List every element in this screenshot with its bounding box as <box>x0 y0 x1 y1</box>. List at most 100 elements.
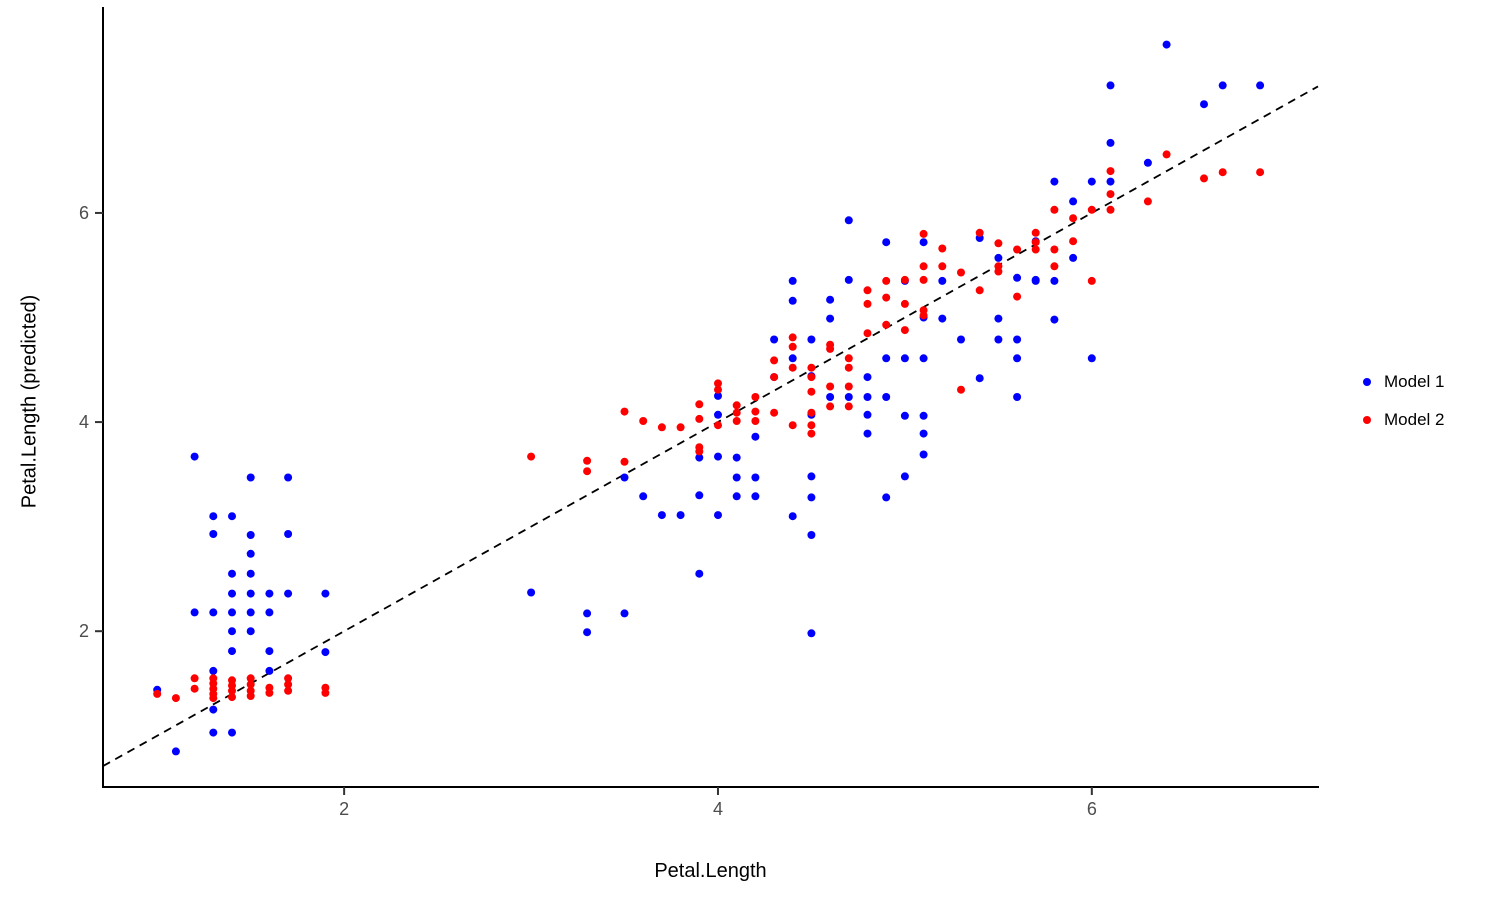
data-point-model-1 <box>321 648 330 657</box>
data-point-model-1 <box>620 609 629 618</box>
data-point-model-2 <box>1106 190 1115 199</box>
data-point-model-2 <box>863 329 872 338</box>
data-point-model-2 <box>714 379 722 388</box>
data-point-model-2 <box>844 354 853 363</box>
data-point-model-2 <box>1031 245 1040 254</box>
data-point-model-1 <box>228 608 236 617</box>
data-point-model-1 <box>695 453 704 462</box>
data-point-model-2 <box>695 414 704 423</box>
data-point-model-2 <box>751 417 760 425</box>
data-point-model-1 <box>246 549 255 558</box>
x-axis-tick-label: 4 <box>713 799 723 819</box>
y-axis-tick-label: 4 <box>79 412 89 432</box>
data-point-model-1 <box>975 374 984 383</box>
data-point-model-1 <box>1069 253 1078 262</box>
data-point-model-2 <box>788 342 797 351</box>
data-point-model-2 <box>732 401 741 410</box>
data-point-model-1 <box>228 512 236 521</box>
data-point-model-1 <box>1069 197 1078 206</box>
data-point-model-2 <box>807 408 816 417</box>
data-point-model-1 <box>1106 81 1115 90</box>
legend-label-model-2: Model 2 <box>1384 410 1445 429</box>
data-point-model-2 <box>246 692 255 700</box>
data-point-model-2 <box>900 326 909 335</box>
data-point-model-2 <box>788 333 797 342</box>
data-point-model-2 <box>1050 245 1059 254</box>
data-point-model-2 <box>284 686 293 695</box>
y-axis-tick-label: 6 <box>79 203 89 223</box>
data-point-model-1 <box>994 335 1003 344</box>
data-point-model-2 <box>1200 174 1208 183</box>
data-point-model-2 <box>1256 168 1265 177</box>
data-point-model-2 <box>321 688 330 697</box>
data-point-model-1 <box>788 512 797 521</box>
data-point-model-2 <box>246 680 255 689</box>
data-point-model-2 <box>695 447 704 456</box>
data-point-model-1 <box>527 588 536 597</box>
data-point-model-2 <box>284 674 293 683</box>
data-point-model-1 <box>676 511 685 520</box>
data-point-model-2 <box>788 421 797 430</box>
data-point-model-2 <box>153 689 162 698</box>
data-point-model-2 <box>1218 168 1227 177</box>
model-2-point-icon <box>1352 405 1382 435</box>
data-point-model-1 <box>882 354 891 363</box>
data-point-model-1 <box>209 512 218 521</box>
data-point-model-1 <box>919 354 928 363</box>
data-point-model-2 <box>807 363 816 372</box>
data-point-model-1 <box>209 728 218 737</box>
data-point-model-2 <box>826 402 835 411</box>
data-point-model-2 <box>975 286 984 295</box>
data-point-model-1 <box>1256 81 1265 90</box>
data-point-model-1 <box>284 530 293 538</box>
data-point-model-1 <box>1013 335 1022 344</box>
data-point-model-2 <box>844 402 853 411</box>
data-point-model-2 <box>1106 205 1115 214</box>
data-point-model-2 <box>919 275 928 284</box>
data-point-model-2 <box>620 407 629 416</box>
data-point-model-2 <box>882 276 891 285</box>
data-point-model-2 <box>826 344 835 353</box>
legend-item-model-1: Model 1 <box>1352 363 1444 401</box>
data-point-model-2 <box>209 694 218 703</box>
data-point-model-1 <box>788 296 797 305</box>
data-point-model-1 <box>714 391 722 400</box>
data-point-model-1 <box>265 589 274 598</box>
data-point-model-2 <box>583 456 592 465</box>
data-point-model-1 <box>751 432 760 441</box>
legend: Model 1 Model 2 <box>1352 363 1444 439</box>
data-point-model-2 <box>807 373 816 382</box>
data-point-model-2 <box>807 421 816 430</box>
data-point-model-1 <box>228 589 236 598</box>
data-point-model-1 <box>1143 158 1152 167</box>
data-point-model-1 <box>826 295 835 304</box>
data-point-model-1 <box>994 253 1003 262</box>
data-point-model-1 <box>1013 354 1022 363</box>
data-point-model-2 <box>844 363 853 372</box>
data-point-model-2 <box>788 363 797 372</box>
data-point-model-2 <box>732 417 741 425</box>
data-point-model-2 <box>657 423 666 432</box>
data-point-model-1 <box>228 627 236 636</box>
data-point-model-2 <box>695 400 704 409</box>
data-point-model-1 <box>1031 276 1040 285</box>
data-point-model-1 <box>1050 276 1059 285</box>
data-point-model-2 <box>639 417 648 425</box>
data-point-model-1 <box>714 410 722 419</box>
data-point-model-1 <box>209 608 218 617</box>
data-point-model-1 <box>900 472 909 481</box>
data-point-model-2 <box>527 452 536 461</box>
data-point-model-1 <box>938 276 947 285</box>
data-point-model-1 <box>246 531 255 539</box>
data-point-model-2 <box>620 457 629 466</box>
identity-reference-line <box>102 85 1319 767</box>
data-point-model-2 <box>1013 245 1022 254</box>
data-point-model-1 <box>190 608 199 617</box>
data-point-model-2 <box>190 674 199 683</box>
data-point-model-1 <box>246 473 255 482</box>
data-point-model-1 <box>751 473 760 482</box>
data-point-model-1 <box>228 569 236 578</box>
data-point-model-1 <box>583 628 592 637</box>
